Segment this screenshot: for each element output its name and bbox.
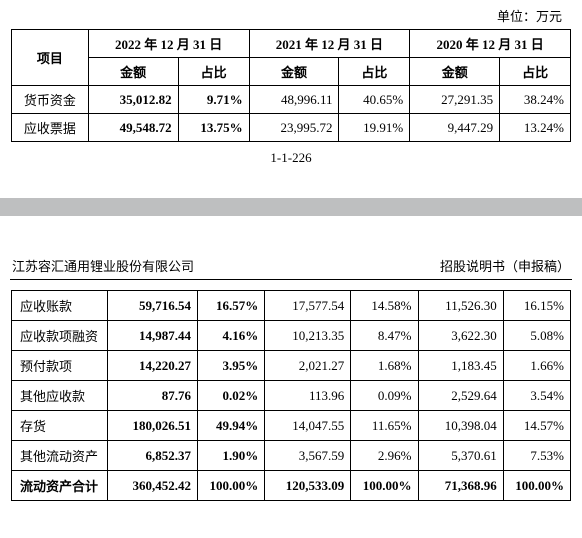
cell-amount: 113.96	[265, 381, 351, 411]
sub-amount: 金额	[249, 58, 339, 86]
cell-amount: 3,622.30	[418, 321, 503, 351]
row-label: 应收款项融资	[12, 321, 108, 351]
row-label: 应收账款	[12, 291, 108, 321]
cell-ratio: 16.15%	[503, 291, 570, 321]
cell-ratio: 38.24%	[500, 86, 571, 114]
cell-amount: 14,220.27	[107, 351, 197, 381]
table-row: 应收账款 59,716.54 16.57% 17,577.54 14.58% 1…	[12, 291, 571, 321]
cell-ratio: 1.90%	[198, 441, 265, 471]
cell-amount: 35,012.82	[88, 86, 178, 114]
sub-amount: 金额	[410, 58, 500, 86]
cell-amount: 3,567.59	[265, 441, 351, 471]
cell-amount: 180,026.51	[107, 411, 197, 441]
sub-ratio: 占比	[339, 58, 410, 86]
cell-ratio: 19.91%	[339, 114, 410, 142]
cell-ratio: 0.02%	[198, 381, 265, 411]
row-label: 预付款项	[12, 351, 108, 381]
cell-ratio: 14.57%	[503, 411, 570, 441]
cell-ratio: 1.68%	[351, 351, 418, 381]
cell-amount: 10,213.35	[265, 321, 351, 351]
cell-ratio: 14.58%	[351, 291, 418, 321]
header-underline	[10, 279, 572, 280]
row-label: 流动资产合计	[12, 471, 108, 501]
cell-ratio: 100.00%	[198, 471, 265, 501]
cell-amount: 14,047.55	[265, 411, 351, 441]
cell-ratio: 11.65%	[351, 411, 418, 441]
col-project: 项目	[12, 30, 89, 86]
cell-ratio: 13.75%	[178, 114, 249, 142]
cell-ratio: 40.65%	[339, 86, 410, 114]
cell-amount: 120,533.09	[265, 471, 351, 501]
row-label: 其他流动资产	[12, 441, 108, 471]
cell-ratio: 4.16%	[198, 321, 265, 351]
cell-amount: 87.76	[107, 381, 197, 411]
cell-amount: 5,370.61	[418, 441, 503, 471]
table-row: 应收款项融资 14,987.44 4.16% 10,213.35 8.47% 3…	[12, 321, 571, 351]
row-label: 货币资金	[12, 86, 89, 114]
cell-ratio: 9.71%	[178, 86, 249, 114]
cell-ratio: 16.57%	[198, 291, 265, 321]
sub-ratio: 占比	[500, 58, 571, 86]
cell-ratio: 7.53%	[503, 441, 570, 471]
table-row: 其他流动资产 6,852.37 1.90% 3,567.59 2.96% 5,3…	[12, 441, 571, 471]
cell-ratio: 0.09%	[351, 381, 418, 411]
cell-amount: 17,577.54	[265, 291, 351, 321]
cell-amount: 14,987.44	[107, 321, 197, 351]
row-label: 存货	[12, 411, 108, 441]
cell-amount: 59,716.54	[107, 291, 197, 321]
cell-ratio: 8.47%	[351, 321, 418, 351]
page-number: 1-1-226	[0, 142, 582, 174]
cell-amount: 11,526.30	[418, 291, 503, 321]
col-date-2021: 2021 年 12 月 31 日	[249, 30, 410, 58]
doc-title: 招股说明书（申报稿）	[440, 256, 570, 275]
cell-ratio: 3.54%	[503, 381, 570, 411]
cell-ratio: 5.08%	[503, 321, 570, 351]
cell-ratio: 2.96%	[351, 441, 418, 471]
cell-amount: 71,368.96	[418, 471, 503, 501]
table-row-total: 流动资产合计 360,452.42 100.00% 120,533.09 100…	[12, 471, 571, 501]
row-label: 其他应收款	[12, 381, 108, 411]
cell-amount: 9,447.29	[410, 114, 500, 142]
cell-ratio: 1.66%	[503, 351, 570, 381]
sub-amount: 金额	[88, 58, 178, 86]
cell-amount: 2,021.27	[265, 351, 351, 381]
detail-table: 应收账款 59,716.54 16.57% 17,577.54 14.58% 1…	[11, 290, 571, 501]
table-row: 存货 180,026.51 49.94% 14,047.55 11.65% 10…	[12, 411, 571, 441]
row-label: 应收票据	[12, 114, 89, 142]
cell-ratio: 3.95%	[198, 351, 265, 381]
cell-amount: 1,183.45	[418, 351, 503, 381]
cell-amount: 27,291.35	[410, 86, 500, 114]
cell-ratio: 100.00%	[351, 471, 418, 501]
cell-ratio: 49.94%	[198, 411, 265, 441]
cell-amount: 6,852.37	[107, 441, 197, 471]
company-name: 江苏容汇通用锂业股份有限公司	[12, 256, 194, 275]
col-date-2022: 2022 年 12 月 31 日	[88, 30, 249, 58]
table-row: 预付款项 14,220.27 3.95% 2,021.27 1.68% 1,18…	[12, 351, 571, 381]
col-date-2020: 2020 年 12 月 31 日	[410, 30, 571, 58]
table-row: 其他应收款 87.76 0.02% 113.96 0.09% 2,529.64 …	[12, 381, 571, 411]
cell-amount: 49,548.72	[88, 114, 178, 142]
unit-label: 单位：万元	[0, 0, 582, 29]
cell-ratio: 100.00%	[503, 471, 570, 501]
table-row: 应收票据 49,548.72 13.75% 23,995.72 19.91% 9…	[12, 114, 571, 142]
page-divider	[0, 198, 582, 216]
cell-amount: 2,529.64	[418, 381, 503, 411]
sub-ratio: 占比	[178, 58, 249, 86]
cell-ratio: 13.24%	[500, 114, 571, 142]
summary-table: 项目 2022 年 12 月 31 日 2021 年 12 月 31 日 202…	[11, 29, 571, 142]
cell-amount: 48,996.11	[249, 86, 339, 114]
cell-amount: 23,995.72	[249, 114, 339, 142]
cell-amount: 10,398.04	[418, 411, 503, 441]
table-row: 货币资金 35,012.82 9.71% 48,996.11 40.65% 27…	[12, 86, 571, 114]
cell-amount: 360,452.42	[107, 471, 197, 501]
